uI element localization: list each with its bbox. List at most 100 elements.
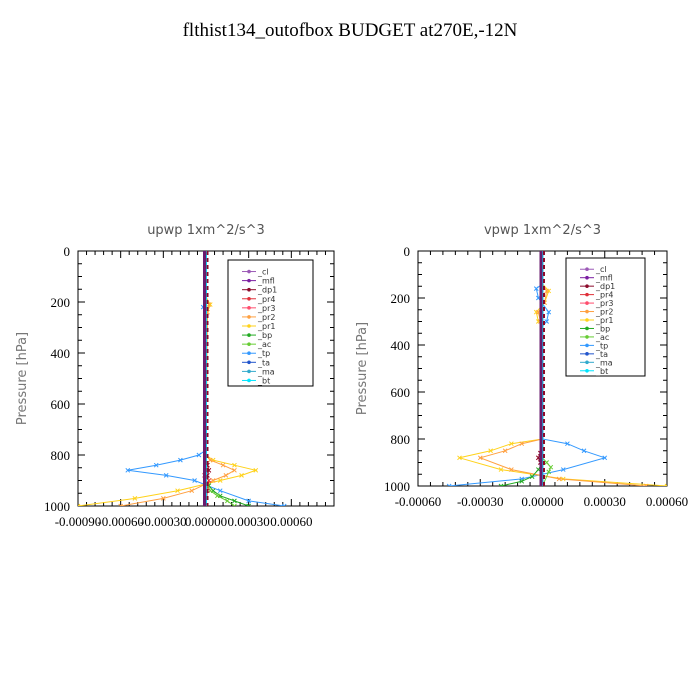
series-marker_bp: [498, 483, 504, 486]
y-tick-label: 800: [51, 448, 71, 463]
panel-title: upwp 1xm^2/s^3: [147, 223, 265, 238]
figure-title: flthist134_outofbox BUDGET at270E,-12N: [182, 20, 518, 41]
series-marker_tp: [178, 457, 183, 463]
legend-marker: [247, 296, 251, 301]
legend-label: _bt: [595, 367, 608, 376]
series-marker_tp: [602, 455, 608, 461]
x-tick-label: -0.00030: [140, 514, 187, 529]
series-marker_pr2: [556, 476, 562, 482]
legend-label: _pr4: [257, 295, 275, 304]
series-marker_tp: [546, 309, 552, 315]
legend-label: _cl: [257, 268, 269, 277]
x-tick-label: 0.00060: [270, 514, 312, 529]
legend-marker: [585, 275, 589, 280]
y-tick-label: 600: [391, 385, 411, 400]
legend-marker: [247, 315, 251, 319]
series-marker_ac: [215, 493, 220, 499]
legend-marker: [585, 326, 589, 331]
x-tick-label: 0.00000: [521, 494, 563, 509]
legend-marker: [247, 324, 251, 328]
y-tick-label: 400: [51, 346, 71, 361]
x-tick-label: -0.00060: [97, 514, 144, 529]
series-marker_ac: [224, 498, 230, 504]
series-marker_pr1: [488, 448, 493, 454]
series-marker_pr2: [207, 457, 213, 463]
legend-label: _pr3: [257, 304, 275, 313]
y-tick-label: 0: [64, 244, 71, 259]
legend-label: _tp: [257, 349, 270, 358]
series-marker_pr1: [232, 462, 237, 468]
series-marker_pr1: [253, 467, 259, 473]
series-marker_bp: [246, 503, 252, 506]
legend-marker: [585, 368, 589, 373]
series-marker_tp: [125, 467, 131, 473]
series-marker_pr2: [118, 503, 124, 506]
legend-marker: [585, 318, 589, 322]
y-tick-label: 200: [391, 291, 411, 306]
legend-label: _pr3: [595, 299, 613, 308]
y-tick-label: 1000: [44, 499, 70, 514]
x-tick-label: -0.00090: [55, 514, 102, 529]
series-marker_pr2: [232, 467, 237, 473]
x-tick-label: -0.00060: [395, 494, 442, 509]
series-marker_tp: [281, 503, 287, 506]
series-marker_pr2: [509, 467, 514, 472]
series-marker_pr1: [175, 488, 180, 494]
series-marker_bp: [529, 474, 535, 479]
series-marker_pr2: [223, 473, 229, 478]
legend-marker: [247, 378, 251, 383]
x-tick-label: 0.00000: [185, 514, 227, 529]
legend-label: _pr1: [257, 322, 275, 331]
legend-label: _tp: [595, 341, 608, 350]
legend-marker: [585, 335, 589, 339]
series-marker_ac: [232, 503, 237, 506]
legend-label: _mfl: [257, 277, 275, 286]
legend-label: _mfl: [595, 274, 613, 283]
series-marker_pr4: [206, 478, 212, 483]
legend-label: _pr1: [595, 316, 613, 325]
series-marker_pr1: [132, 495, 138, 501]
legend-label: _pr2: [257, 313, 275, 322]
legend-marker: [247, 342, 251, 346]
series-marker_pr1: [217, 478, 223, 483]
legend-label: _bt: [257, 376, 270, 385]
series-marker_tp: [560, 467, 566, 472]
panel-title: vpwp 1xm^2/s^3: [484, 223, 601, 238]
legend-label: _ta: [257, 358, 270, 367]
x-tick-label: -0.00030: [457, 494, 504, 509]
legend-marker: [585, 343, 589, 348]
series-marker_pr1: [664, 483, 667, 486]
y-tick-label: 0: [404, 244, 411, 259]
legend-label: _ac: [595, 333, 609, 342]
series-marker_pr2: [519, 441, 525, 447]
vpwp-panel: vpwp 1xm^2/s^3 Pressure [hPa] 0 200 400 600 80…: [355, 223, 688, 509]
y-tick-label: 400: [391, 338, 411, 353]
legend-marker: [247, 360, 251, 365]
legend-label: _dp1: [595, 282, 615, 291]
y-axis-label: Pressure [hPa]: [355, 322, 370, 415]
series-marker_pr1: [457, 455, 462, 461]
y-tick-label: 800: [391, 432, 411, 447]
legend-marker: [247, 369, 251, 374]
series-marker_tp: [446, 483, 452, 486]
series-marker_pr2: [220, 462, 226, 468]
series-marker_tp: [217, 488, 223, 494]
series-marker_pr1: [239, 473, 244, 478]
legend-label: _ma: [257, 367, 275, 376]
legend-marker: [585, 309, 589, 314]
legend-label: _ta: [595, 350, 608, 359]
legend-box: [565, 257, 646, 377]
legend-label: _bp: [257, 331, 272, 340]
legend-marker: [585, 267, 589, 272]
y-axis-label: Pressure [hPa]: [15, 332, 30, 425]
series-marker_pr2: [189, 488, 195, 494]
legend-marker: [247, 306, 251, 310]
series-marker_pr1: [498, 467, 504, 472]
series-marker_pr1: [509, 441, 514, 447]
legend-marker: [585, 301, 589, 305]
upwp-panel: upwp 1xm^2/s^3 Pressure [hPa] 0 200 400 600 80…: [15, 223, 335, 529]
legend-marker: [247, 269, 251, 274]
legend-marker: [247, 333, 251, 337]
series-marker_ac: [546, 469, 552, 475]
